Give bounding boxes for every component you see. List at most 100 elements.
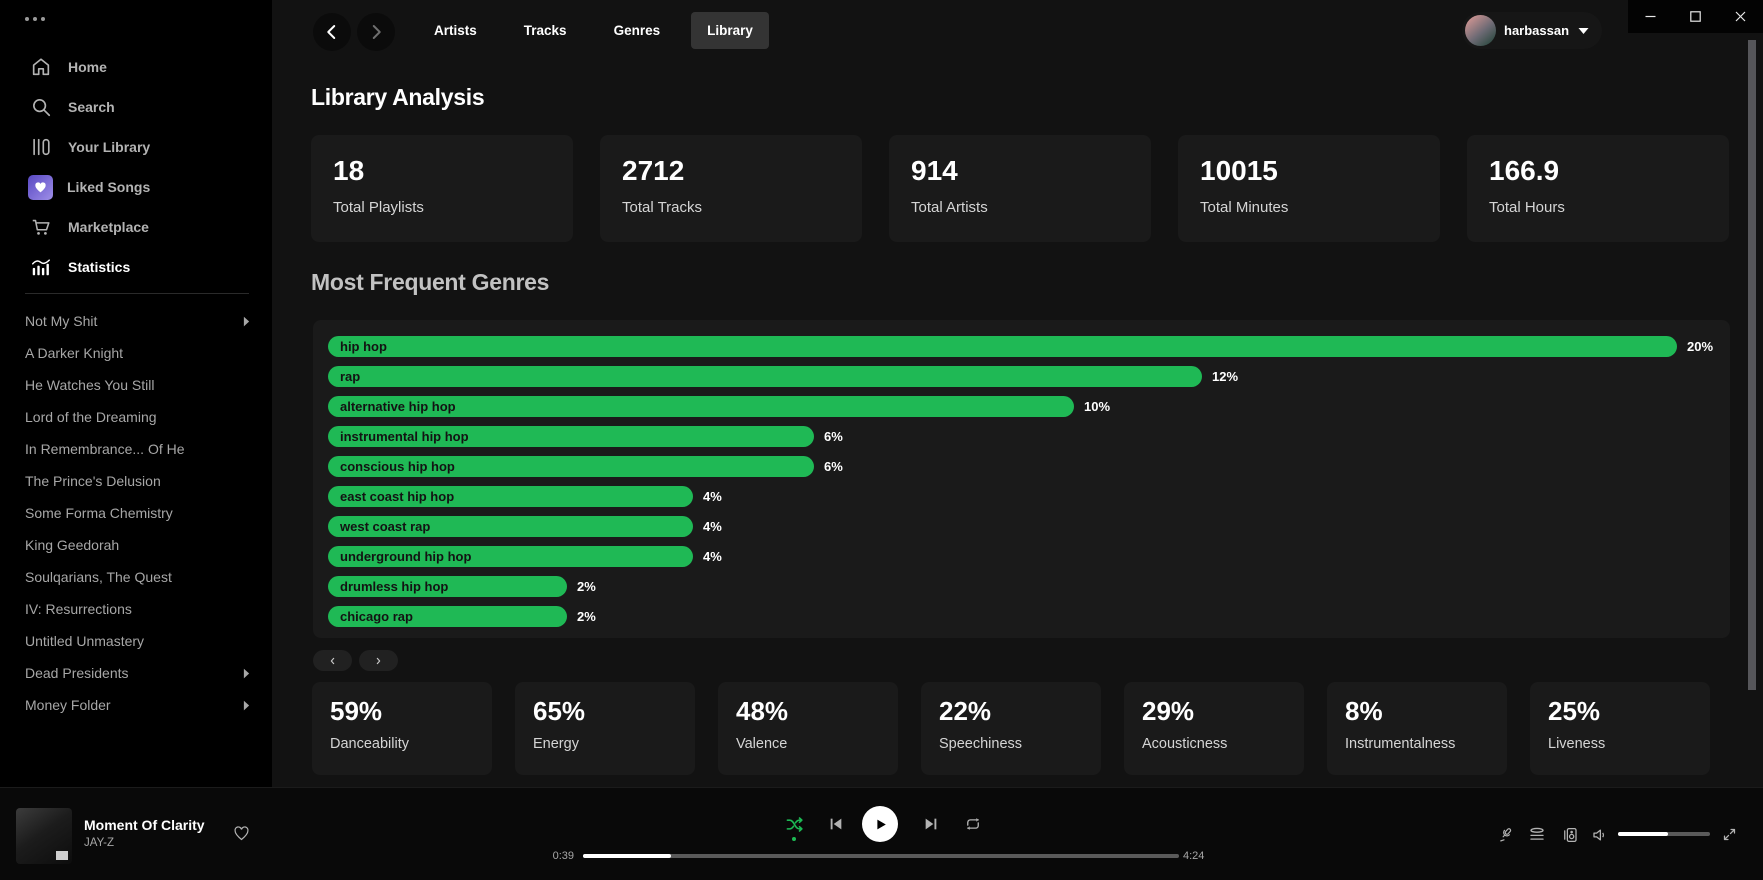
genre-percent: 12%	[1212, 369, 1239, 384]
sidebar-playlist-money-folder[interactable]: Money Folder	[0, 689, 272, 721]
genre-bar-hip-hop[interactable]: hip hop	[328, 336, 1677, 357]
queue-button[interactable]	[1528, 826, 1546, 849]
play-button[interactable]	[862, 806, 898, 842]
tab-genres[interactable]: Genres	[613, 23, 661, 38]
fullscreen-button[interactable]	[1722, 827, 1737, 847]
maximize-icon	[1690, 11, 1701, 22]
chevron-down-icon	[1578, 27, 1589, 34]
genre-bar-conscious-hip-hop[interactable]: conscious hip hop	[328, 456, 814, 477]
user-menu[interactable]: harbassan	[1462, 12, 1603, 49]
feature-value: 22%	[939, 696, 992, 726]
genre-bar-row: hip hop 20%	[328, 336, 1715, 357]
sidebar-item-your-library[interactable]: Your Library	[0, 127, 272, 167]
lyrics-button[interactable]	[1498, 826, 1515, 848]
tab-library[interactable]: Library	[691, 12, 769, 49]
sidebar-playlists: Not My Shit A Darker Knight He Watches Y…	[0, 305, 272, 721]
playlist-name: Soulqarians, The Quest	[25, 569, 172, 585]
stat-label: Total Tracks	[622, 199, 703, 216]
genre-bar-east-coast-hip-hop[interactable]: east coast hip hop	[328, 486, 693, 507]
audio-features-row: 59% Danceability 65% Energy 48% Valence …	[312, 682, 1710, 775]
play-icon	[876, 819, 886, 829]
more-menu-icon[interactable]	[25, 17, 45, 21]
back-button[interactable]	[313, 13, 351, 51]
sidebar-item-statistics[interactable]: Statistics	[0, 247, 272, 287]
shuffle-button[interactable]	[785, 815, 804, 834]
like-button[interactable]	[233, 825, 250, 847]
album-art[interactable]	[16, 808, 72, 864]
genre-bar-instrumental-hip-hop[interactable]: instrumental hip hop	[328, 426, 814, 447]
close-icon	[1735, 11, 1746, 22]
seek-bar[interactable]	[583, 854, 1179, 858]
window-controls	[1628, 0, 1763, 33]
genres-prev-page-button[interactable]	[313, 650, 352, 671]
sidebar-item-label: Liked Songs	[67, 179, 151, 195]
genres-next-page-button[interactable]	[359, 650, 398, 671]
genre-bar-row: east coast hip hop 4%	[328, 486, 1715, 507]
chevron-right-icon	[372, 25, 381, 39]
volume-level	[1618, 832, 1668, 836]
genre-percent: 2%	[577, 609, 596, 624]
genre-bar-underground-hip-hop[interactable]: underground hip hop	[328, 546, 693, 567]
genre-bar-rap[interactable]: rap	[328, 366, 1202, 387]
previous-button[interactable]	[828, 816, 844, 832]
sidebar-playlist-dead-presidents[interactable]: Dead Presidents	[0, 657, 272, 689]
genre-bar-row: chicago rap 2%	[328, 606, 1715, 627]
chevron-right-icon	[243, 700, 250, 710]
feature-value: 48%	[736, 696, 789, 726]
sidebar-playlist-lord-of-the-dreaming[interactable]: Lord of the Dreaming	[0, 401, 272, 433]
sidebar-playlist-soulqarians-the-quest[interactable]: Soulqarians, The Quest	[0, 561, 272, 593]
sidebar-item-marketplace[interactable]: Marketplace	[0, 207, 272, 247]
feature-value: 59%	[330, 696, 383, 726]
sidebar-playlist-not-my-shit[interactable]: Not My Shit	[0, 305, 272, 337]
volume-slider[interactable]	[1618, 832, 1710, 836]
sidebar-playlist-king-geedorah[interactable]: King Geedorah	[0, 529, 272, 561]
sidebar-item-liked-songs[interactable]: Liked Songs	[0, 167, 272, 207]
playlist-name: IV: Resurrections	[25, 601, 132, 617]
sidebar-playlist-some-forma-chemistry[interactable]: Some Forma Chemistry	[0, 497, 272, 529]
genre-label: rap	[340, 369, 361, 384]
sidebar-item-search[interactable]: Search	[0, 87, 272, 127]
genre-bar-chicago-rap[interactable]: chicago rap	[328, 606, 567, 627]
scrollbar[interactable]	[1748, 40, 1756, 690]
close-button[interactable]	[1718, 0, 1763, 33]
genre-bar-alternative-hip-hop[interactable]: alternative hip hop	[328, 396, 1074, 417]
now-playing-artist[interactable]: JAY-Z	[84, 837, 115, 849]
tab-artists[interactable]: Artists	[434, 23, 477, 38]
tab-tracks[interactable]: Tracks	[523, 23, 567, 38]
genres-section-title: Most Frequent Genres	[311, 269, 550, 295]
genre-percent: 4%	[703, 519, 722, 534]
repeat-button[interactable]	[964, 815, 982, 833]
genre-bar-drumless-hip-hop[interactable]: drumless hip hop	[328, 576, 567, 597]
sidebar-item-home[interactable]: Home	[0, 47, 272, 87]
playlist-name: He Watches You Still	[25, 377, 155, 393]
stat-card-total-minutes: 10015 Total Minutes	[1178, 135, 1440, 242]
microphone-icon	[1500, 828, 1512, 842]
next-button[interactable]	[923, 816, 939, 832]
sidebar-playlist-a-darker-knight[interactable]: A Darker Knight	[0, 337, 272, 369]
chevron-left-icon	[330, 657, 335, 664]
chevron-right-icon	[243, 316, 250, 326]
sidebar-playlist-in-remembrance-of-he[interactable]: In Remembrance... Of He	[0, 433, 272, 465]
genre-label: drumless hip hop	[340, 579, 449, 594]
sidebar-playlist-untitled-unmastery[interactable]: Untitled Unmastery	[0, 625, 272, 657]
heart-outline-icon	[234, 826, 249, 841]
genre-bar-row: west coast rap 4%	[328, 516, 1715, 537]
genre-percent: 4%	[703, 489, 722, 504]
chevron-left-icon	[327, 25, 336, 39]
volume-icon	[1593, 829, 1605, 841]
volume-button[interactable]	[1591, 826, 1609, 849]
maximize-button[interactable]	[1673, 0, 1718, 33]
connect-device-button[interactable]	[1561, 826, 1579, 849]
sidebar-playlist-the-prince-s-delusion[interactable]: The Prince's Delusion	[0, 465, 272, 497]
sidebar-divider	[25, 293, 249, 294]
stat-value: 2712	[622, 155, 685, 186]
now-playing-title[interactable]: Moment Of Clarity	[84, 817, 205, 833]
sidebar-playlist-he-watches-you-still[interactable]: He Watches You Still	[0, 369, 272, 401]
playlist-name: In Remembrance... Of He	[25, 441, 185, 457]
sidebar-playlist-iv-resurrections[interactable]: IV: Resurrections	[0, 593, 272, 625]
minimize-button[interactable]	[1628, 0, 1673, 33]
genre-bar-west-coast-rap[interactable]: west coast rap	[328, 516, 693, 537]
forward-button[interactable]	[357, 13, 395, 51]
genre-bar-row: alternative hip hop 10%	[328, 396, 1715, 417]
playlist-name: Lord of the Dreaming	[25, 409, 157, 425]
